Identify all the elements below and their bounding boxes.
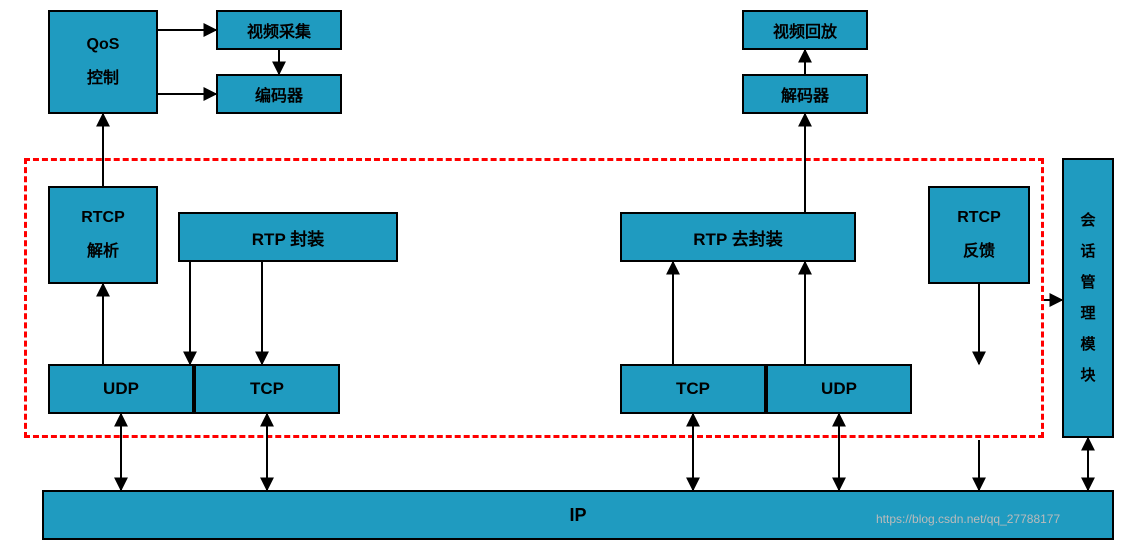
label: 理 xyxy=(1080,303,1095,324)
label: 解析 xyxy=(87,237,119,261)
watermark-text: https://blog.csdn.net/qq_27788177 xyxy=(876,512,1060,526)
label: 视频回放 xyxy=(773,18,837,42)
node-udp-left: UDP xyxy=(48,364,194,414)
label: 视频采集 xyxy=(247,18,311,42)
label: TCP xyxy=(250,379,284,399)
watermark: https://blog.csdn.net/qq_27788177 xyxy=(876,512,1060,526)
label: 反馈 xyxy=(963,237,995,261)
label: RTP 封装 xyxy=(252,225,324,250)
label: 解码器 xyxy=(781,82,829,106)
node-encoder: 编码器 xyxy=(216,74,342,114)
label: RTP 去封装 xyxy=(693,225,782,250)
node-rtcp-feedback: RTCP 反馈 xyxy=(928,186,1030,284)
label: UDP xyxy=(103,379,139,399)
node-rtcp-parse: RTCP 解析 xyxy=(48,186,158,284)
label: 会 xyxy=(1080,210,1095,231)
label: TCP xyxy=(676,379,710,399)
label: QoS xyxy=(87,36,120,54)
node-video-capture: 视频采集 xyxy=(216,10,342,50)
node-decoder: 解码器 xyxy=(742,74,868,114)
node-session-management: 会 话 管 理 模 块 xyxy=(1062,158,1114,438)
label: 话 xyxy=(1080,241,1095,262)
label: UDP xyxy=(821,379,857,399)
label: 编码器 xyxy=(255,82,303,106)
label: IP xyxy=(569,505,586,526)
label: 控制 xyxy=(87,64,119,88)
node-qos-control: QoS 控制 xyxy=(48,10,158,114)
label: RTCP xyxy=(957,209,1001,227)
label: 管 xyxy=(1080,272,1095,293)
label: 模 xyxy=(1080,334,1095,355)
node-udp-right: UDP xyxy=(766,364,912,414)
label: 块 xyxy=(1080,365,1095,386)
label: RTCP xyxy=(81,209,125,227)
node-tcp-left: TCP xyxy=(194,364,340,414)
node-video-playback: 视频回放 xyxy=(742,10,868,50)
node-tcp-right: TCP xyxy=(620,364,766,414)
node-rtp-unpack: RTP 去封装 xyxy=(620,212,856,262)
node-rtp-pack: RTP 封装 xyxy=(178,212,398,262)
